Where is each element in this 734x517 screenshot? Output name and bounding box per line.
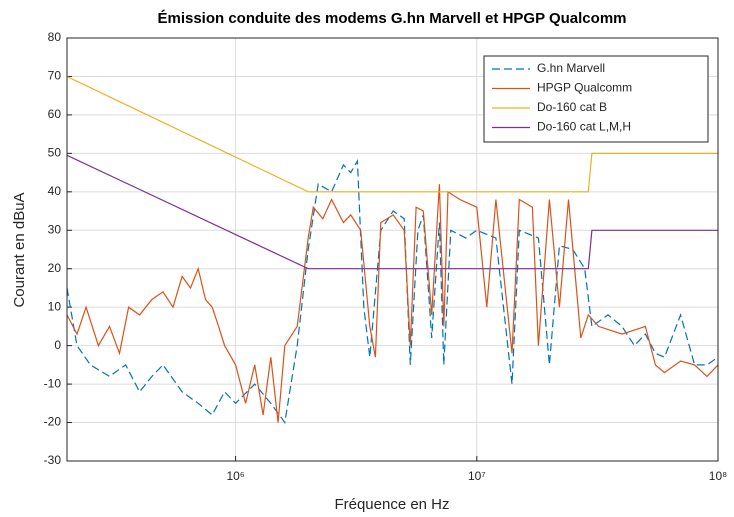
y-tick-label: 30 [48, 222, 62, 236]
y-tick-label: 40 [48, 184, 62, 198]
legend-label: HPGP Qualcomm [537, 81, 632, 95]
legend-label: Do-160 cat B [537, 100, 607, 114]
legend-label: G.hn Marvell [537, 61, 605, 75]
y-tick-label: 20 [48, 261, 62, 275]
y-tick-label: -10 [44, 376, 62, 390]
y-tick-label: 50 [48, 146, 62, 160]
y-tick-label: -30 [44, 453, 62, 467]
chart-title: Émission conduite des modems G.hn Marvel… [157, 10, 626, 27]
x-tick-label: 10⁷ [468, 469, 486, 483]
series-line [66, 184, 719, 423]
y-tick-label: 10 [48, 299, 62, 313]
series-line [66, 75, 718, 193]
x-axis-label: Fréquence en Hz [334, 496, 449, 513]
y-tick-label: 80 [48, 30, 62, 44]
x-tick-label: 10⁶ [226, 469, 244, 483]
legend-label: Do-160 cat L,M,H [537, 120, 631, 134]
plot-frame [66, 37, 719, 462]
y-axis-label: Courant en dBuA [11, 192, 28, 307]
y-tick-label: 0 [54, 338, 61, 352]
x-tick-label: 10⁸ [709, 469, 727, 483]
y-tick-label: 60 [48, 107, 62, 121]
series-line [66, 154, 718, 270]
y-tick-label: 70 [48, 69, 62, 83]
y-tick-label: -20 [44, 415, 62, 429]
